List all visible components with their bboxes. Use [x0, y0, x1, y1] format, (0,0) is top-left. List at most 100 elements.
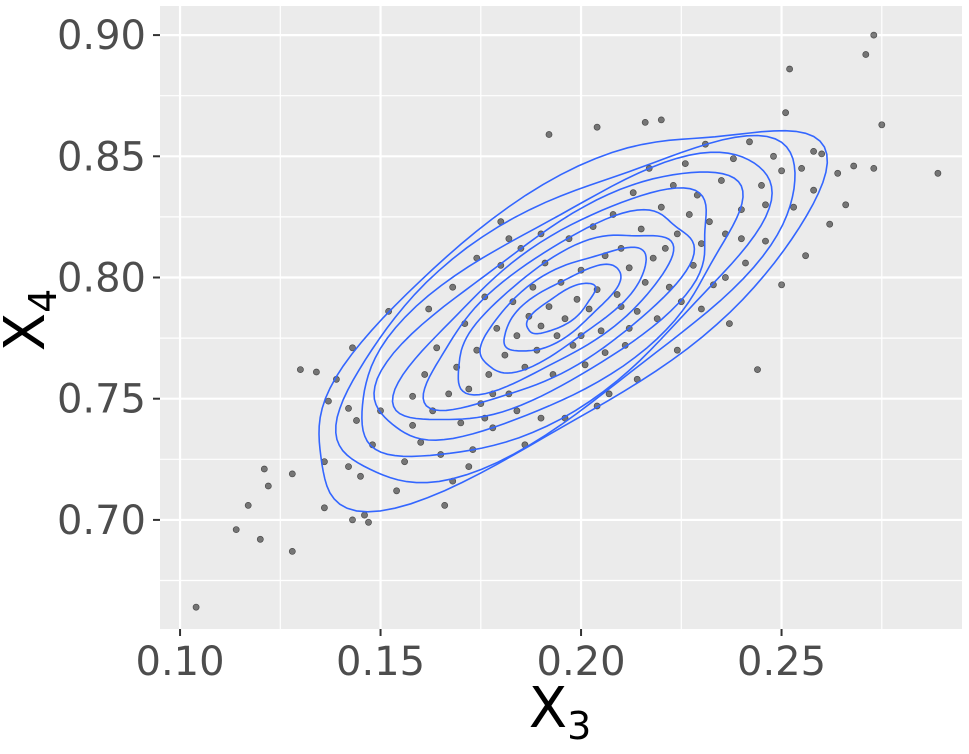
scatter-point: [312, 368, 320, 376]
scatter-point: [685, 211, 693, 218]
scatter-point: [782, 109, 789, 117]
scatter-point: [681, 160, 689, 167]
scatter-point: [473, 346, 481, 354]
scatter-point: [810, 186, 817, 194]
x-axis-ticks: 0.10 0.15 0.20 0.25: [136, 629, 826, 685]
scatter-point: [677, 298, 685, 306]
x-axis-title: X3: [529, 676, 592, 748]
scatter-point: [770, 152, 777, 160]
scatter-point: [192, 603, 200, 611]
scatter-point: [256, 535, 264, 543]
scatter-point: [393, 487, 400, 495]
scatter-point: [826, 220, 834, 228]
scatter-point: [260, 465, 268, 473]
density-contour-line: [391, 187, 708, 421]
x-tick-label: 0.25: [737, 639, 826, 685]
scatter-point: [746, 138, 753, 146]
scatter-point: [553, 332, 561, 340]
y-tick-label: 0.70: [57, 498, 146, 544]
y-axis-title-subscript: 4: [21, 289, 65, 313]
x-axis-title-main: X: [529, 676, 567, 741]
scatter-point: [545, 303, 553, 310]
scatter-point: [718, 177, 725, 184]
scatter-point: [365, 518, 372, 526]
density-contour-line: [334, 134, 796, 484]
scatter-point: [738, 235, 745, 243]
scatter-point: [409, 421, 416, 429]
scatter-point: [601, 349, 609, 356]
scatter-point: [653, 315, 661, 323]
x-tick-label: 0.15: [336, 639, 425, 685]
scatter-point: [501, 351, 509, 359]
scatter-point: [465, 463, 473, 470]
scatter-point: [345, 463, 352, 470]
scatter-point: [657, 116, 665, 124]
scatter-point: [706, 218, 713, 226]
scatter-point: [537, 322, 545, 330]
density-contour-line: [479, 246, 648, 374]
scatter-point: [698, 240, 705, 247]
scatter-point: [778, 167, 785, 175]
scatter-point: [288, 470, 296, 478]
scatter-point: [870, 164, 878, 172]
grid-major-lines: [160, 6, 962, 629]
scatter-point: [673, 346, 681, 354]
plot-panel: [160, 6, 962, 629]
density-contour-line: [318, 129, 829, 513]
scatter-point: [529, 283, 537, 291]
scatter-point: [433, 344, 441, 352]
scatter-point: [810, 147, 817, 155]
scatter-point: [641, 119, 649, 126]
y-tick-label: 0.80: [57, 256, 146, 302]
scatter-point: [934, 169, 942, 177]
scatter-point: [401, 458, 408, 466]
scatter-point: [513, 332, 521, 340]
scatter-point: [593, 123, 601, 131]
density-contour-line: [525, 282, 597, 335]
scatter-point: [786, 65, 793, 73]
scatter-point: [762, 237, 769, 245]
scatter-point: [722, 274, 729, 281]
y-tick-label: 0.85: [57, 134, 146, 180]
scatter-point: [421, 371, 429, 378]
scatter-point: [409, 392, 416, 400]
scatter-point: [790, 203, 797, 211]
scatter-point: [710, 281, 717, 289]
x-tick-label: 0.10: [136, 639, 225, 685]
y-axis-ticks: 0.70 0.75 0.80 0.85 0.90: [57, 13, 160, 544]
scatter-point: [842, 201, 850, 209]
scatter-point: [561, 315, 569, 323]
x-tick-label: 0.20: [537, 639, 626, 685]
scatter-point: [457, 419, 465, 427]
scatter-point: [862, 51, 870, 58]
scatter-point: [417, 438, 425, 446]
scatter-point: [818, 150, 826, 158]
scatter-point: [288, 548, 296, 555]
scatter-point: [493, 324, 501, 332]
scatter-point: [485, 371, 493, 378]
scatter-point: [537, 414, 545, 422]
scatter-point: [585, 305, 593, 313]
scatter-point: [673, 230, 681, 238]
y-tick-label: 0.90: [57, 13, 146, 59]
scatter-point: [754, 366, 761, 373]
scatter-point: [758, 181, 765, 189]
scatter-point: [798, 164, 805, 172]
x-axis-title-subscript: 3: [567, 704, 591, 748]
scatter-point: [545, 131, 553, 138]
scatter-point: [581, 361, 589, 369]
scatter-point: [357, 472, 364, 480]
density-contours: [318, 129, 829, 513]
scatter-point: [661, 244, 669, 252]
scatter-point: [513, 407, 521, 415]
scatter-point: [349, 344, 356, 352]
y-tick-label: 0.75: [57, 377, 146, 423]
scatter-point: [465, 385, 473, 393]
density-contour-line: [503, 263, 622, 352]
scatter-point: [850, 162, 858, 170]
scatter-point: [637, 225, 645, 233]
scatter-point: [425, 305, 433, 313]
scatter-point: [878, 121, 886, 129]
